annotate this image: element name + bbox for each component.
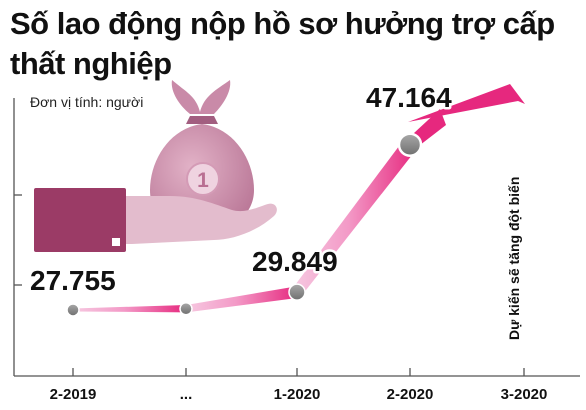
axes: 2-2019... 1-2020 2-2020 3-2020 (13, 98, 580, 403)
hand-icon (112, 196, 277, 244)
series-segment-2 (292, 139, 417, 296)
data-point-2 (288, 283, 306, 301)
x-tick-label-1: ... (180, 386, 193, 403)
x-tick-label-2: 1-2020 (274, 386, 321, 403)
bag-tie-icon (186, 116, 218, 124)
x-tick-label-3: 2-2020 (387, 386, 434, 403)
hand-holding-money-bag-icon: 1 (34, 80, 277, 252)
series-segment-1 (185, 286, 298, 313)
chart-title-line-1: Số lao động nộp hồ sơ hưởng trợ cấp (10, 6, 555, 41)
x-tick-label-4: 3-2020 (501, 386, 548, 403)
data-label-2: 29.849 (252, 246, 338, 277)
forecast-annotation: Dự kiến sẽ tăng đột biến (506, 177, 522, 340)
unit-label: Đơn vị tính: người (30, 94, 143, 110)
coin-glyph: 1 (197, 169, 209, 192)
data-label-3: 47.164 (366, 82, 452, 113)
sleeve-cuff-icon (34, 188, 126, 252)
series-segment-0 (72, 305, 187, 313)
data-point-3 (397, 132, 423, 157)
data-point-0 (66, 303, 80, 317)
trend-arrow-icon (408, 84, 525, 122)
data-point-1 (179, 301, 193, 316)
chart-title-line-2: thất nghiệp (10, 46, 172, 81)
cuff-button-icon (112, 238, 120, 246)
data-label-0: 27.755 (30, 265, 116, 296)
coin-icon (186, 162, 220, 196)
bag-knot-icon (171, 80, 231, 114)
x-tick-label-0: 2-2019 (50, 386, 97, 403)
